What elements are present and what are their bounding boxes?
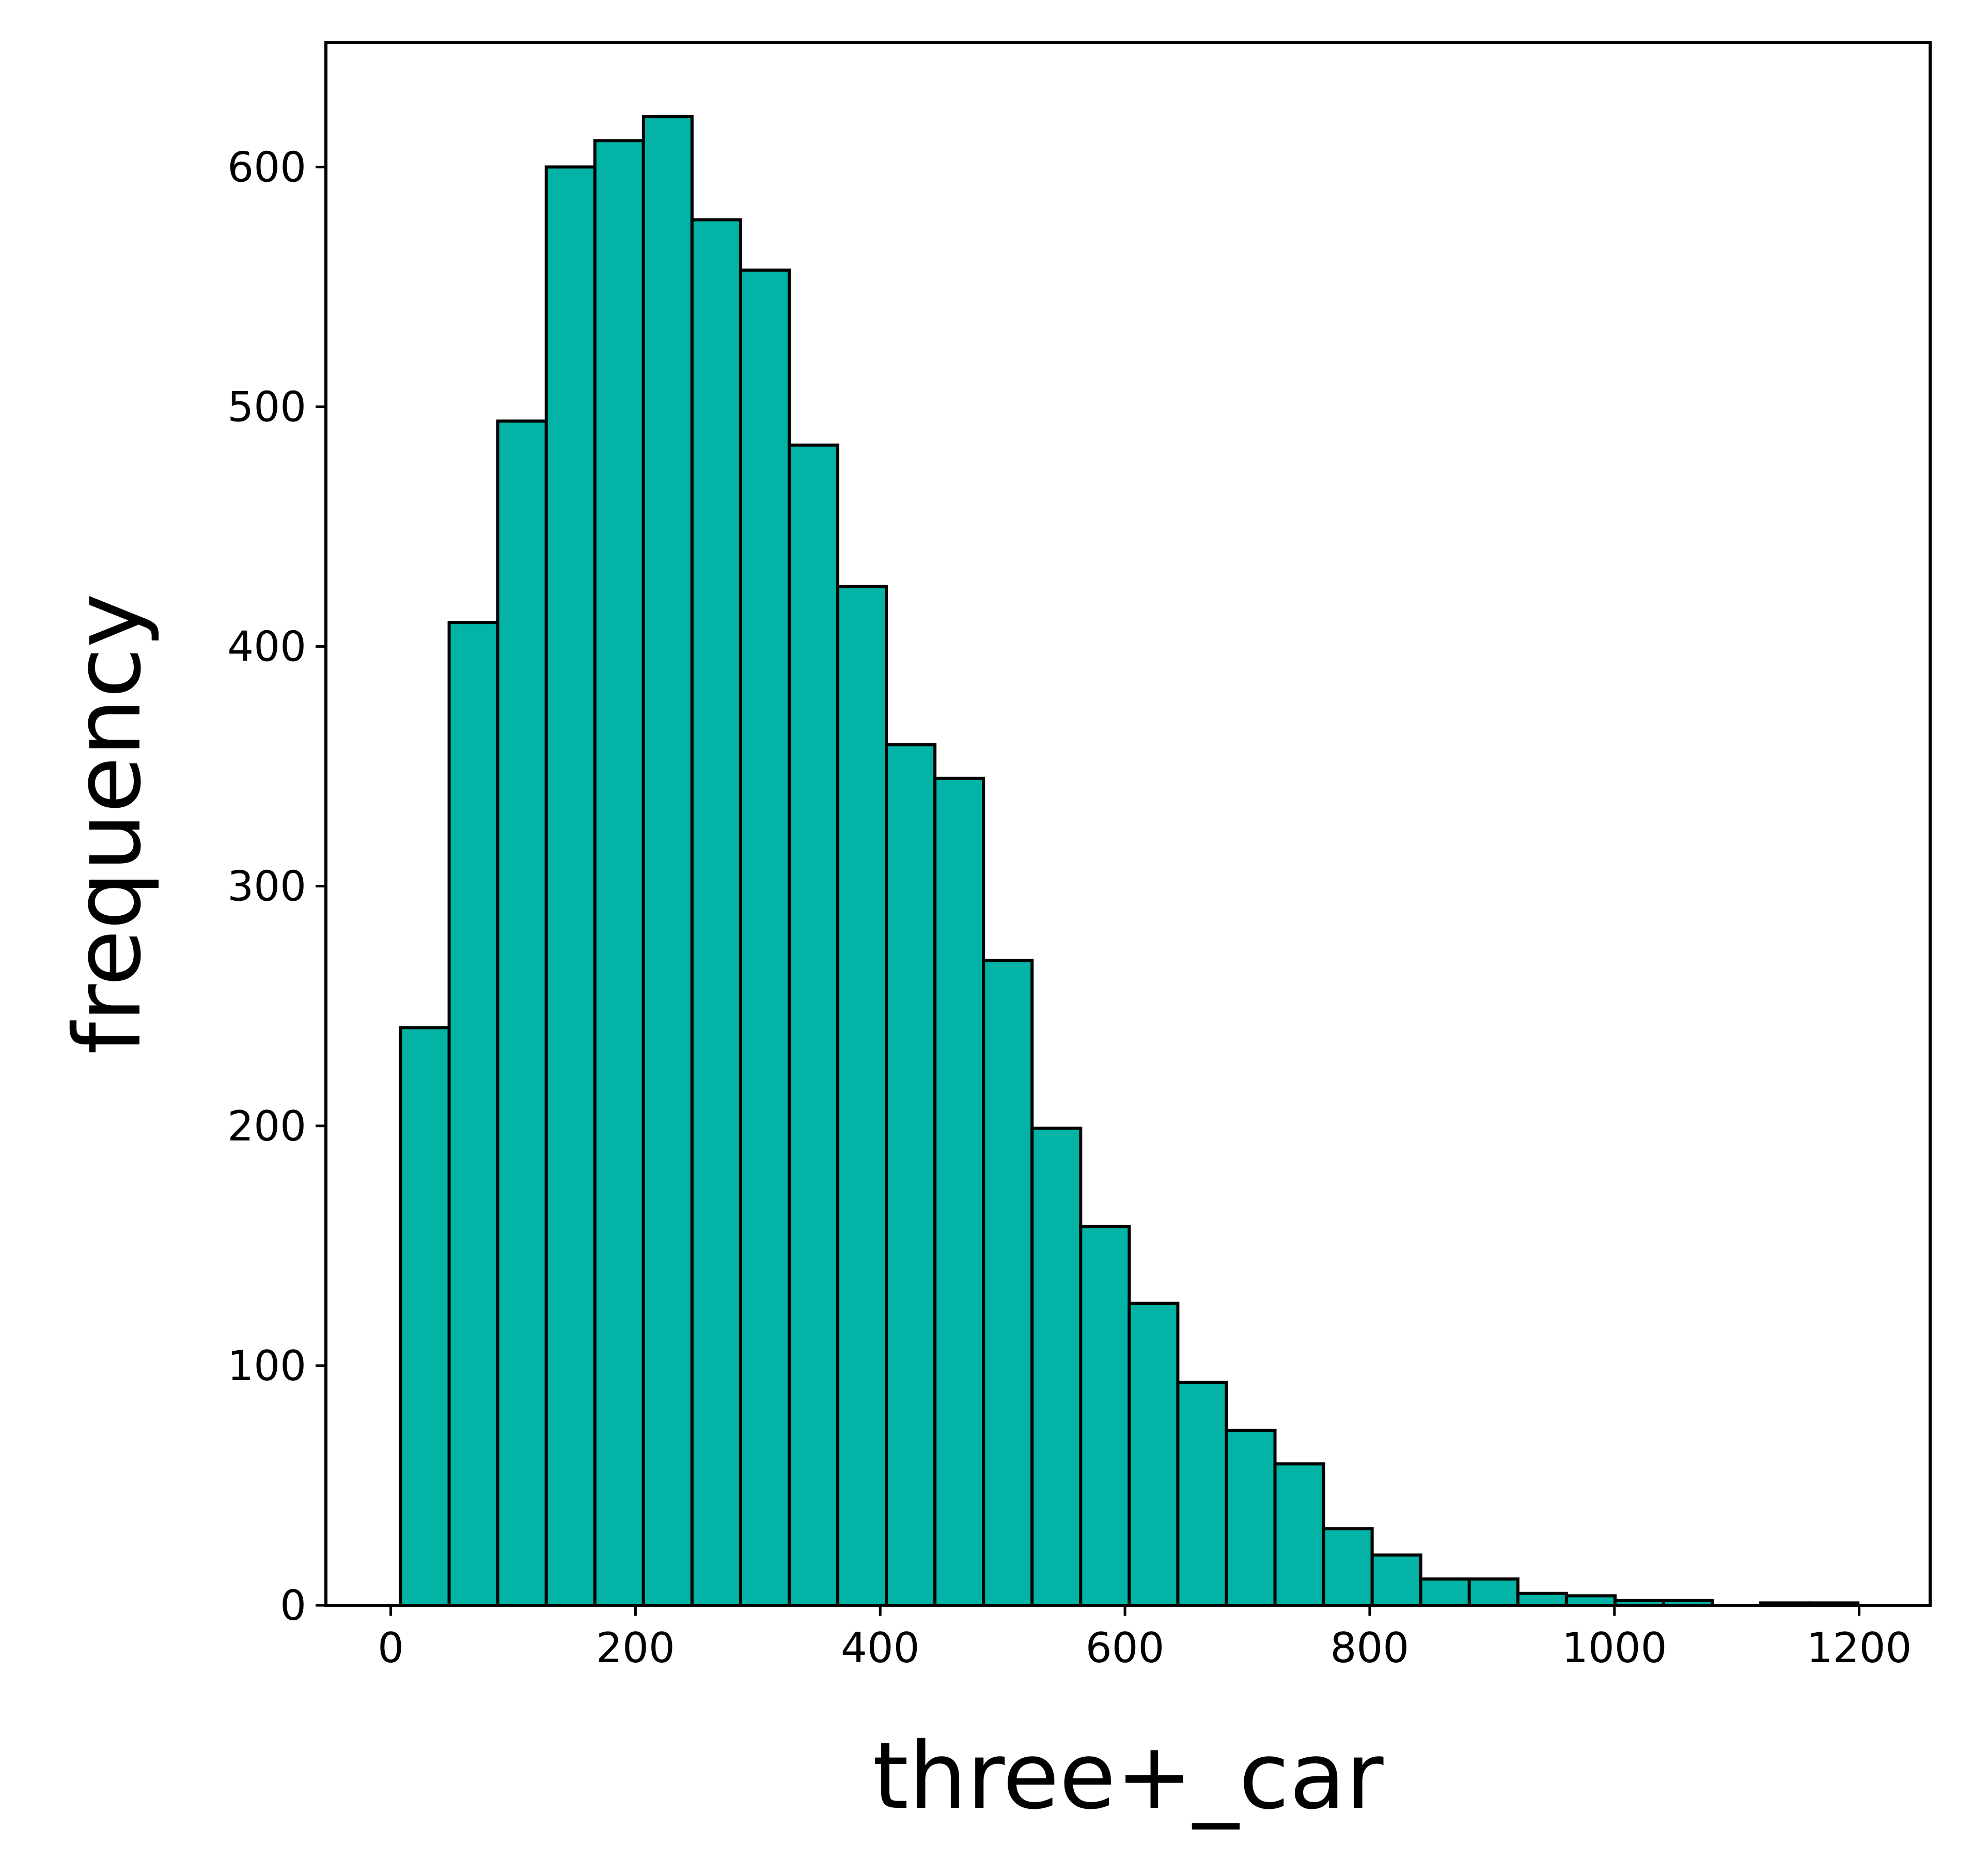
y-tick-label-5: 500 [227,383,306,431]
histogram-bar-2 [496,419,548,1607]
histogram-bar-11 [933,776,985,1607]
y-axis-title: frequency [54,593,161,1055]
histogram-bar-6 [690,218,742,1607]
histogram-bar-13 [1030,1127,1083,1607]
bars-group [399,115,1860,1607]
histogram-bar-16 [1176,1381,1228,1607]
x-axis-ticks: 0 200 400 600 800 1000 1200 [378,1605,1912,1672]
histogram-bar-23 [1516,1591,1568,1607]
histogram-bar-15 [1128,1302,1180,1607]
histogram-bar-14 [1079,1225,1131,1607]
histogram-bar-3 [544,165,597,1607]
histogram-bar-0 [399,1026,451,1607]
x-tick-label-6: 1200 [1807,1624,1912,1672]
x-tick-label-4: 800 [1330,1624,1410,1672]
x-tick-label-0: 0 [378,1624,404,1672]
x-axis-title: three+_car [872,1723,1384,1830]
histogram-bar-4 [593,139,645,1607]
histogram-bar-1 [447,621,499,1607]
y-tick-label-3: 300 [227,863,306,911]
y-tick-label-4: 400 [227,623,306,671]
x-tick-label-5: 1000 [1562,1624,1667,1672]
histogram-bar-17 [1225,1429,1277,1607]
histogram-bar-19 [1322,1527,1374,1607]
x-tick-label-2: 400 [841,1624,920,1672]
histogram-bar-5 [641,115,694,1607]
histogram-bar-21 [1419,1577,1471,1607]
histogram-bar-20 [1370,1553,1422,1607]
histogram-bar-18 [1273,1462,1325,1607]
histogram-bar-9 [836,585,888,1607]
x-tick-label-1: 200 [596,1624,675,1672]
histogram-bar-22 [1467,1577,1520,1607]
histogram-bar-7 [739,268,791,1607]
y-tick-label-0: 0 [280,1582,306,1630]
plot-frame [324,41,1932,1607]
y-axis-ticks: 0 100 200 300 400 500 600 [227,143,326,1630]
histogram-bar-12 [982,959,1034,1607]
x-tick-label-3: 600 [1086,1624,1165,1672]
y-tick-label-2: 200 [227,1102,306,1150]
histogram-bar-10 [885,743,937,1607]
y-tick-label-6: 600 [227,143,306,191]
histogram-bar-8 [787,443,840,1607]
y-tick-label-1: 100 [227,1342,306,1390]
